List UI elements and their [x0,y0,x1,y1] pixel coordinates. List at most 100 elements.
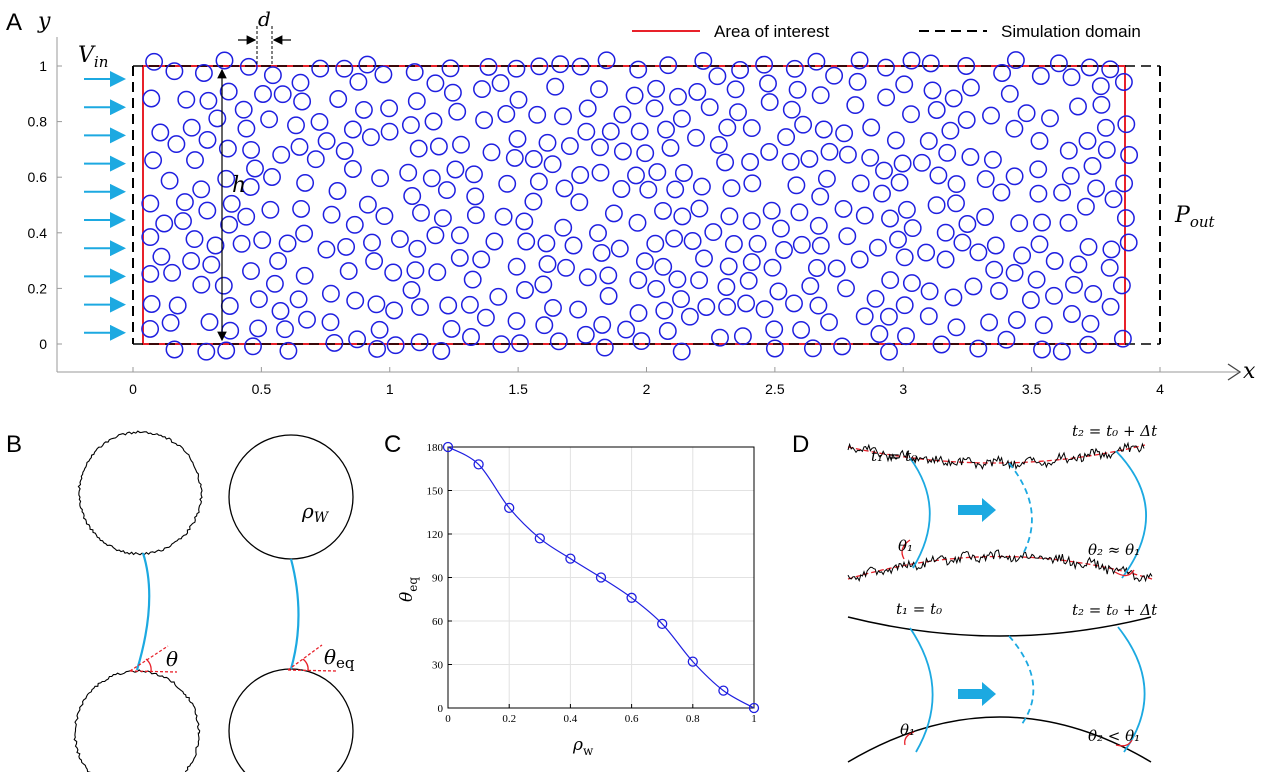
grain-circle [938,143,957,162]
grain-circle [835,124,854,143]
grain-circle [432,342,451,360]
grain-circle [463,270,482,289]
grain-circle [870,325,889,343]
grain-circle [655,301,674,320]
grain-circle [851,174,870,193]
grain-circle [192,180,211,199]
grain-circle [182,118,201,137]
grain-circle [1052,342,1071,361]
grain-circle [261,200,280,219]
grain-circle [1013,246,1032,265]
theta2-bot-label: θ₂ < θ₁ [1088,727,1140,745]
grain-circle [549,332,568,351]
grain-circle [437,181,456,200]
grain-circle [254,85,272,103]
grain-circle [1030,235,1049,254]
grain-circle [328,182,347,200]
grain-circle [265,274,284,293]
grain-circle [1115,174,1134,193]
angle-arc-top-1 [901,539,911,560]
grain-circle [151,123,170,142]
grain-circle [861,148,880,167]
p-out-label: Pout [1174,203,1216,231]
grain-circle [511,334,529,353]
chart-y-tick-label: 180 [427,442,444,454]
grain-circle [687,128,705,147]
grain-circle [452,135,470,154]
grain-circle [1017,104,1036,123]
grain-circle [570,193,589,212]
y-tick-label: 1 [39,58,47,74]
grain-circle [759,74,777,93]
grain-circle [508,129,527,148]
grain-circle [569,300,588,319]
grain-circle [630,122,649,141]
grain-circle [921,54,940,73]
grain-circle [672,109,691,128]
grain-circle [1069,255,1088,274]
grain-circle [174,212,192,231]
grain-circle [807,52,826,71]
grain-circle [1102,240,1121,259]
grain-circle [578,268,597,287]
grain-circle [953,233,972,252]
grain-circle [917,243,936,262]
grain-circle [610,239,629,258]
grain-circle [873,184,891,203]
grain-circle [599,266,618,285]
grain-circle [599,287,618,305]
grain-circle [557,258,575,277]
grain-circle [1034,316,1053,335]
grain-circle [399,163,418,182]
grain-circle [422,169,441,188]
smooth-grain-top [228,434,354,560]
grain-circle [1031,67,1050,85]
grain-circle [647,279,666,298]
grain-circle [272,145,291,164]
grain-circle [349,72,368,91]
grain-circle [811,236,830,255]
grain-circle [659,56,678,75]
theta-label: θ [166,647,178,671]
grain-circle [672,290,690,309]
grain-circle [708,67,727,86]
grain-circle [544,298,562,317]
grain-circle [517,232,536,251]
interface-bot-mid [1008,635,1035,725]
grain-circle [192,275,211,294]
data-point [473,459,484,470]
panel-label-b: B [6,431,22,458]
grain-circle [446,160,465,179]
grain-circle [881,271,900,290]
grain-circle [993,64,1012,82]
grain-circle [516,281,534,299]
grain-circle [787,176,806,195]
chart-x-tick-label: 0.8 [686,713,700,725]
grain-circle [718,118,737,137]
grain-circle [902,51,921,70]
grain-circle [964,277,983,296]
grain-circle [322,205,341,224]
grain-circle [669,87,687,106]
grain-circle [632,332,651,351]
grain-circle [635,252,654,271]
grain-circle [1069,97,1087,116]
grain-circle [194,64,213,82]
grain-circle [141,319,160,338]
grain-circle [1007,311,1026,329]
grain-circle [554,107,572,126]
chart-y-tick-label: 30 [432,660,444,672]
inflow-arrows [84,71,126,341]
grain-circle [1084,284,1103,303]
grain-circle [578,99,597,118]
grain-circle [410,333,429,352]
grain-circle [889,230,907,249]
grain-circle [1059,141,1078,160]
grain-circle [807,259,826,277]
grain-circle [1059,213,1078,232]
grain-circle [1061,166,1080,185]
h-label: h [232,173,246,198]
grain-circle [384,263,403,282]
grain-circle [407,92,426,111]
grain-circle [538,133,557,152]
